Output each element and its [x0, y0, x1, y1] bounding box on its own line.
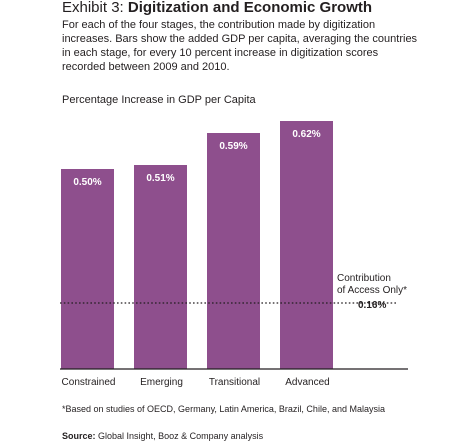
source-note: Source: Global Insight, Booz & Company a…	[62, 431, 263, 442]
source-label: Source:	[62, 431, 96, 441]
reference-label-line2: of Access Only*	[337, 285, 407, 296]
category-label-transitional: Transitional	[209, 377, 260, 388]
reference-label-line1: Contribution	[337, 273, 391, 284]
data-label-transitional: 0.59%	[219, 141, 247, 152]
chart-subtitle: For each of the four stages, the contrib…	[62, 19, 418, 73]
bar-advanced	[280, 121, 333, 369]
bar-emerging	[134, 165, 187, 369]
data-label-advanced: 0.62%	[292, 129, 320, 140]
page-title: Digitization and Economic Growth	[127, 0, 373, 16]
reference-value-label: 0.16%	[358, 300, 386, 311]
category-label-advanced: Advanced	[285, 377, 329, 388]
data-label-emerging: 0.51%	[146, 173, 174, 184]
exhibit-number: Exhibit 3:	[62, 0, 124, 16]
category-label-constrained: Constrained	[62, 377, 116, 388]
labels-group: 0.50% Constrained 0.51% Emerging 0.59% Transi…	[62, 129, 330, 388]
exhibit-title: Exhibit 3: Digitization and Economic Gro…	[62, 0, 372, 16]
bars-group	[61, 121, 333, 369]
y-axis-title: Percentage Increase in GDP per Capita	[62, 94, 256, 106]
data-label-constrained: 0.50%	[73, 177, 101, 188]
footnote: *Based on studies of OECD, Germany, Lati…	[62, 404, 385, 414]
category-label-emerging: Emerging	[140, 377, 183, 388]
bar-constrained	[61, 169, 114, 369]
source-text: Global Insight, Booz & Company analysis	[98, 431, 264, 441]
bar-transitional	[207, 133, 260, 369]
